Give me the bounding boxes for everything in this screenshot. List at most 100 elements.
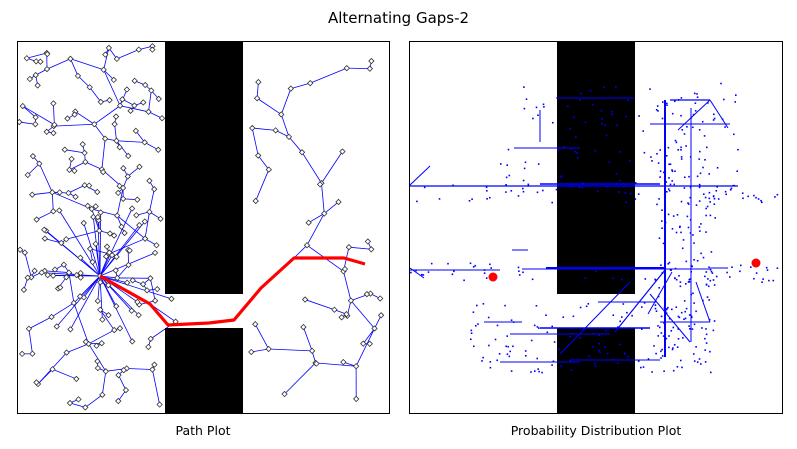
tree-edge bbox=[58, 210, 101, 277]
distribution-sample bbox=[765, 266, 768, 269]
node-diamond-icon bbox=[118, 223, 125, 230]
node-diamond-icon bbox=[20, 286, 28, 293]
distribution-sample bbox=[659, 170, 662, 172]
distribution-sample bbox=[688, 314, 691, 316]
distribution-sample bbox=[447, 262, 449, 265]
tree-edge bbox=[148, 111, 163, 119]
distribution-sample bbox=[657, 335, 659, 337]
distribution-sample bbox=[569, 360, 571, 362]
node-diamond-icon bbox=[18, 350, 26, 358]
node-diamond-icon bbox=[61, 146, 68, 153]
node-diamond-icon bbox=[265, 345, 272, 353]
node-diamond-icon bbox=[82, 338, 90, 345]
distribution-sample bbox=[741, 192, 744, 194]
distribution-sample bbox=[705, 284, 708, 286]
distribution-sample bbox=[496, 359, 498, 362]
distribution-sample bbox=[651, 160, 653, 162]
distribution-sample bbox=[546, 331, 549, 334]
distribution-sample bbox=[580, 92, 582, 95]
distribution-sample bbox=[680, 311, 683, 314]
distribution-sample bbox=[716, 186, 718, 188]
tree-edge bbox=[251, 127, 259, 156]
tree-edge bbox=[32, 191, 53, 196]
solution-path bbox=[99, 256, 366, 327]
node-diamond-icon bbox=[50, 272, 57, 279]
distribution-sample bbox=[671, 112, 674, 115]
distribution-sample bbox=[635, 182, 637, 184]
distribution-sample bbox=[485, 186, 488, 189]
distribution-sample bbox=[717, 198, 720, 200]
distribution-sample bbox=[691, 316, 693, 319]
node-diamond-icon bbox=[63, 274, 70, 281]
tree-edge bbox=[69, 161, 86, 171]
distribution-sample bbox=[661, 117, 664, 120]
distribution-sample bbox=[676, 366, 679, 368]
distribution-sample bbox=[684, 310, 686, 313]
node-diamond-icon bbox=[102, 368, 109, 375]
node-diamond-icon bbox=[92, 240, 99, 248]
tree-edge bbox=[85, 394, 103, 408]
distribution-sample bbox=[732, 184, 734, 187]
distribution-line bbox=[614, 269, 666, 333]
distribution-sample bbox=[706, 146, 708, 149]
distribution-sample bbox=[537, 114, 539, 116]
distribution-sample bbox=[680, 149, 682, 151]
distribution-sample bbox=[643, 302, 646, 304]
tree-edge bbox=[254, 324, 270, 350]
distribution-sample bbox=[675, 141, 678, 144]
distribution-sample bbox=[666, 104, 668, 106]
distribution-sample bbox=[612, 277, 614, 280]
distribution-sample bbox=[698, 129, 701, 131]
distribution-sample bbox=[710, 270, 713, 273]
obstacle-top bbox=[557, 42, 635, 294]
distribution-sample bbox=[512, 321, 515, 323]
node-diamond-icon bbox=[48, 313, 55, 321]
distribution-line bbox=[709, 99, 729, 129]
distribution-sample bbox=[664, 122, 666, 125]
node-diamond-icon bbox=[18, 246, 24, 253]
node-diamond-icon bbox=[70, 299, 78, 307]
distribution-sample bbox=[607, 185, 609, 188]
distribution-sample bbox=[498, 353, 501, 355]
node-diamond-icon bbox=[148, 87, 155, 94]
path-plot-panel bbox=[17, 41, 390, 414]
distribution-sample bbox=[677, 328, 679, 330]
distribution-sample bbox=[681, 247, 684, 250]
distribution-sample bbox=[551, 364, 553, 366]
tree-edge bbox=[103, 69, 121, 106]
distribution-sample bbox=[656, 203, 658, 206]
distribution-sample bbox=[692, 292, 694, 295]
tree-edge bbox=[355, 328, 375, 367]
distribution-sample bbox=[684, 317, 687, 320]
distribution-sample bbox=[416, 200, 418, 203]
distribution-sample bbox=[642, 130, 644, 132]
distribution-sample bbox=[708, 173, 710, 175]
tree-edge bbox=[301, 152, 322, 184]
node-diamond-icon bbox=[124, 173, 131, 180]
distribution-sample bbox=[692, 126, 694, 129]
tree-edge bbox=[116, 140, 129, 157]
distribution-sample bbox=[660, 350, 662, 353]
node-diamond-icon bbox=[249, 124, 256, 132]
distribution-sample bbox=[693, 323, 696, 326]
distribution-sample bbox=[500, 163, 502, 165]
tree-edge bbox=[36, 210, 54, 220]
tree-edge bbox=[52, 368, 77, 380]
distribution-sample bbox=[683, 133, 686, 135]
distribution-sample bbox=[474, 264, 477, 267]
distribution-sample bbox=[438, 198, 441, 200]
distribution-sample bbox=[681, 366, 683, 369]
node-diamond-icon bbox=[124, 279, 131, 286]
distribution-sample bbox=[675, 278, 678, 281]
distribution-sample bbox=[569, 148, 572, 150]
distribution-sample bbox=[669, 163, 672, 165]
distribution-sample bbox=[667, 146, 670, 149]
distribution-sample bbox=[688, 281, 691, 283]
tree-edge bbox=[256, 97, 282, 115]
node-diamond-icon bbox=[125, 261, 132, 269]
node-diamond-icon bbox=[127, 107, 134, 114]
node-diamond-icon bbox=[93, 342, 100, 349]
distribution-sample bbox=[470, 338, 472, 341]
node-diamond-icon bbox=[123, 365, 130, 372]
distribution-sample bbox=[712, 279, 715, 281]
